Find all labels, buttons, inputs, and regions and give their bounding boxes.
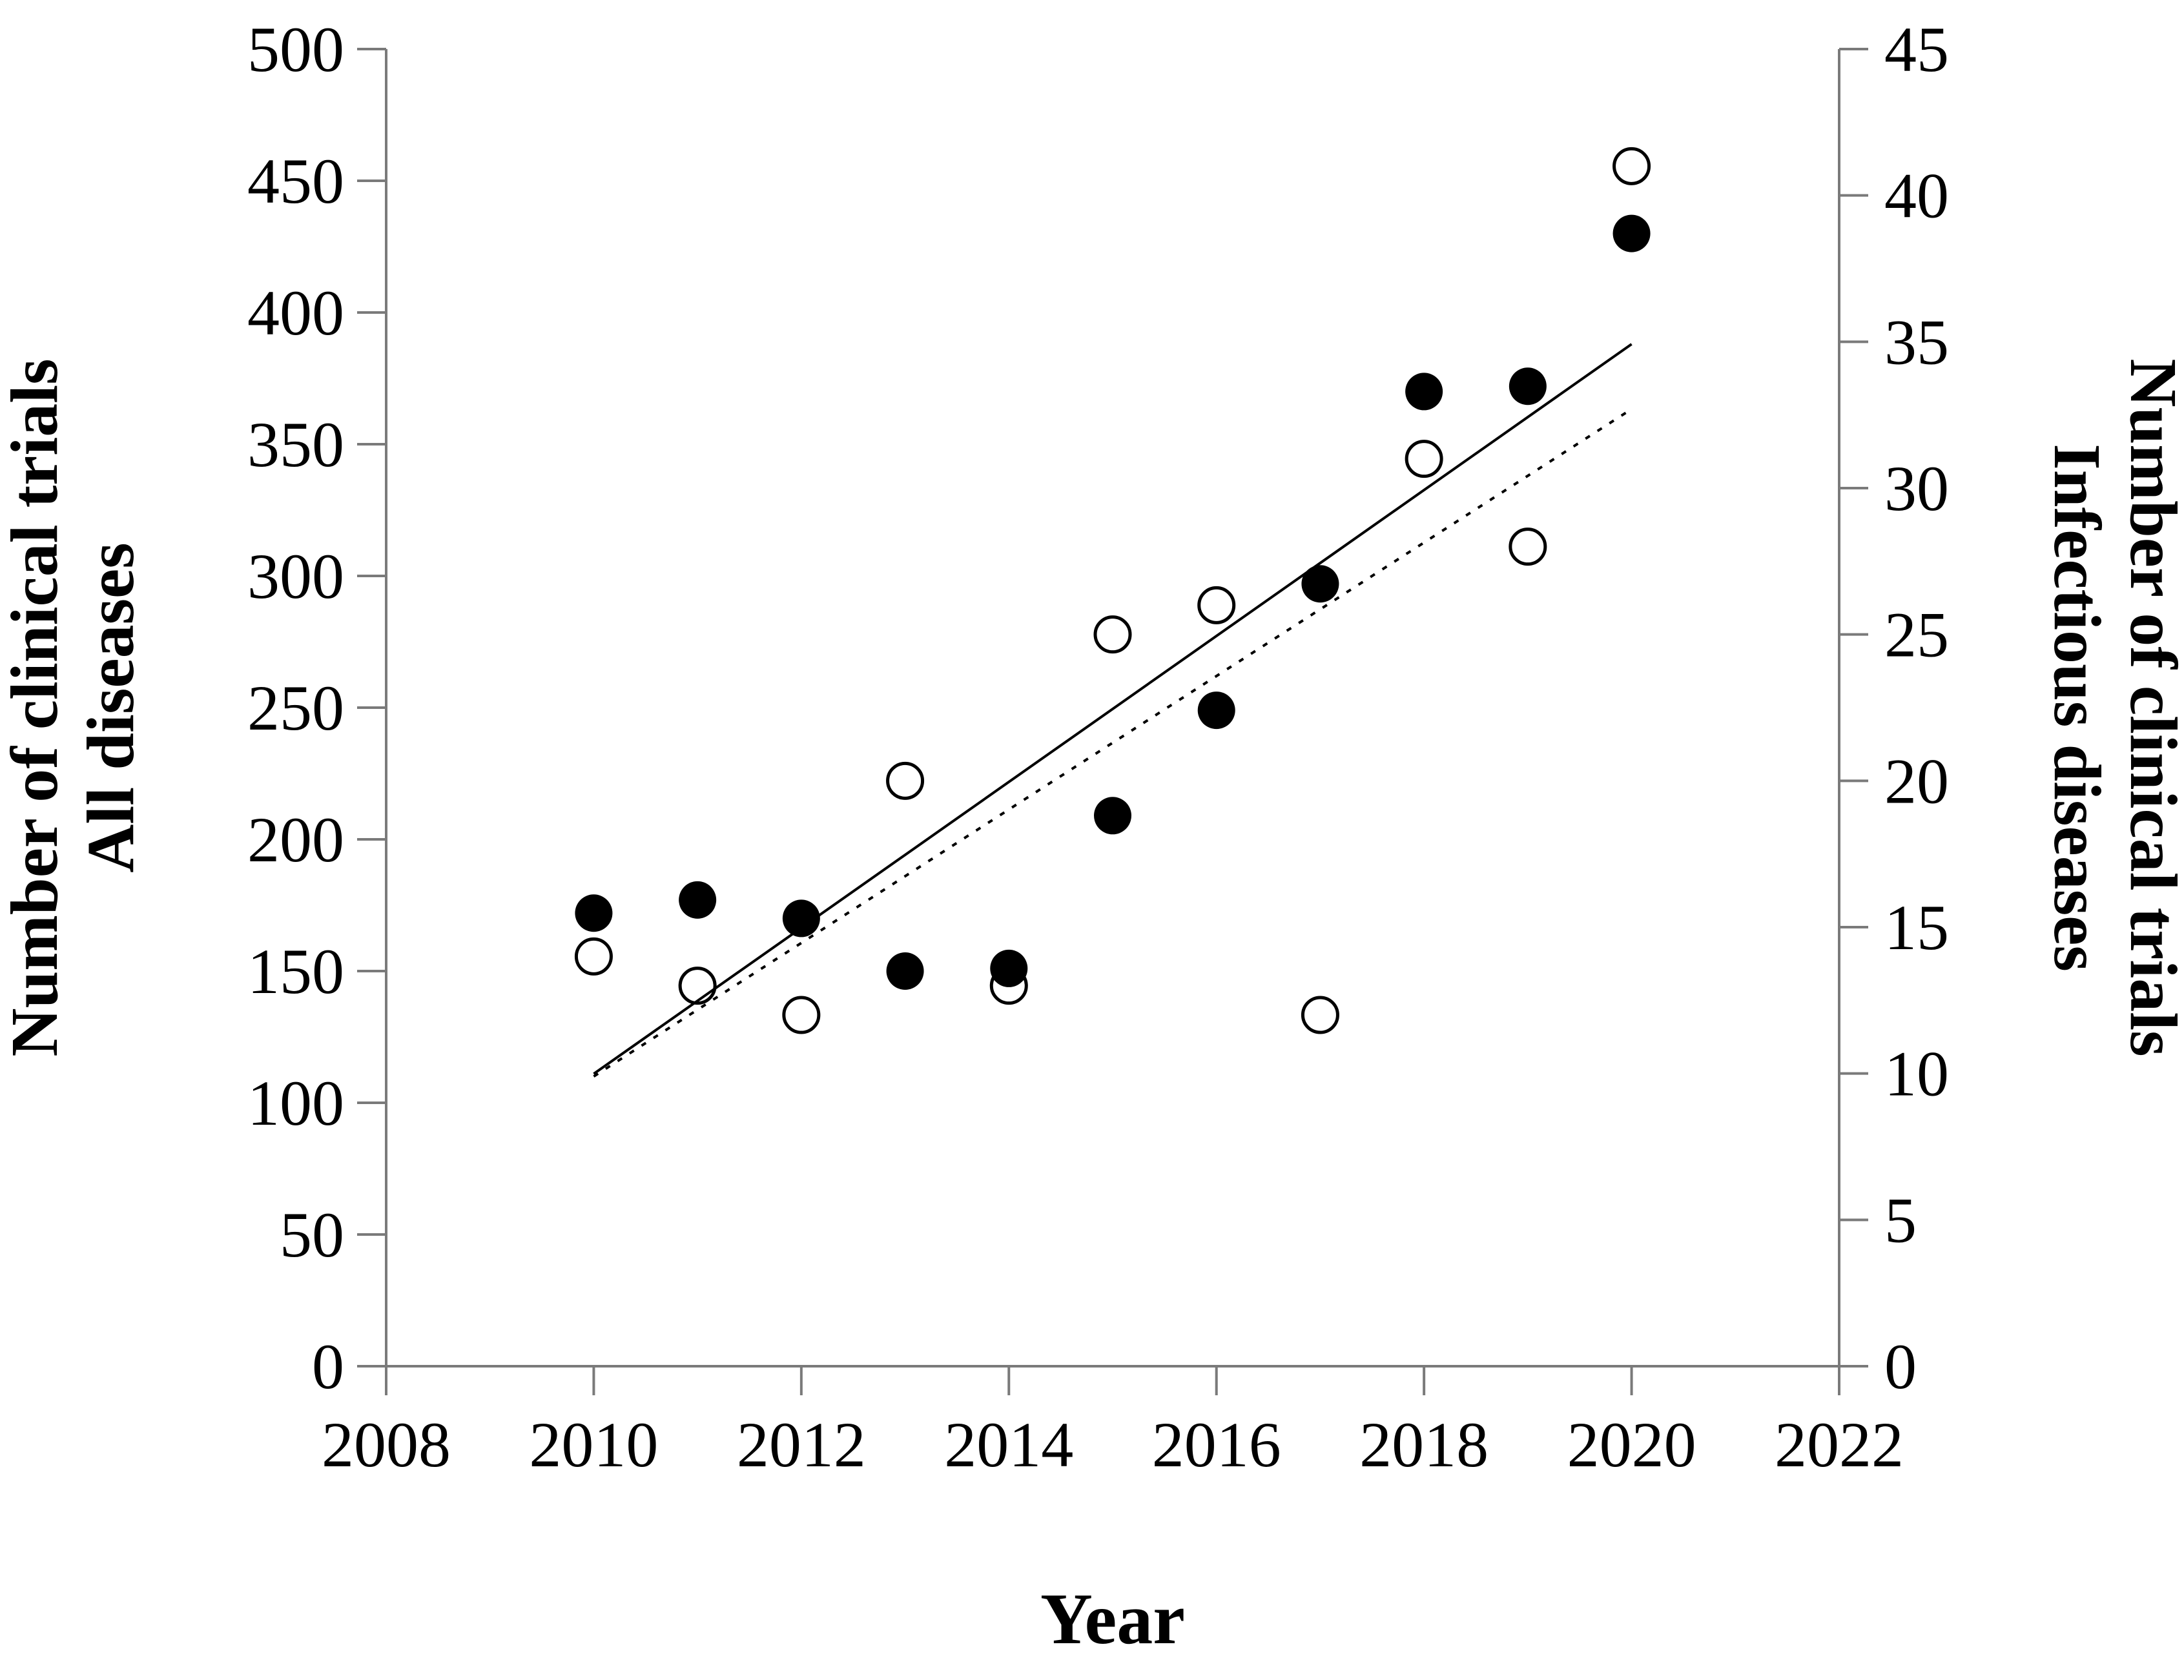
y-axis-right-tick-label: 35 (1884, 306, 1949, 378)
axes-layer: 0 50 100 150 200 250 300 350 400 450 500 0 5 10 15 20 25… (247, 14, 1949, 1480)
data-point-infectious-diseases (1405, 440, 1443, 478)
y-axis-left-tick-label: 100 (247, 1067, 344, 1139)
y-axis-right-tick-label: 45 (1884, 14, 1949, 85)
y-axis-left-tick-label: 0 (312, 1331, 344, 1402)
y-axis-left-tick-label: 150 (247, 936, 344, 1007)
y-axis-left-tick-label: 450 (247, 145, 344, 217)
data-point-infectious-diseases (1301, 996, 1339, 1034)
data-point-infectious-diseases (886, 761, 925, 800)
data-point-all-diseases (1405, 373, 1443, 411)
y-axis-right-tick-label: 25 (1884, 599, 1949, 671)
data-point-all-diseases (886, 952, 924, 990)
right-axis-title-line1: Number of clinical trials (2116, 358, 2184, 1056)
data-point-all-diseases (1197, 691, 1235, 730)
left-axis-title-line1: Number of clinical trials (0, 358, 72, 1056)
y-axis-left-tick-label: 300 (247, 540, 344, 612)
infectious-diseases-points-layer (574, 147, 1651, 1034)
y-axis-left-tick-label: 50 (280, 1199, 344, 1271)
x-axis-tick-label: 2020 (1567, 1409, 1696, 1480)
x-axis-title: Year (1040, 1579, 1185, 1659)
data-point-all-diseases (1509, 367, 1547, 405)
x-axis-tick-label: 2016 (1152, 1409, 1281, 1480)
data-point-all-diseases (782, 899, 820, 937)
data-point-infectious-diseases (678, 967, 717, 1005)
x-axis-tick-label: 2012 (737, 1409, 866, 1480)
data-point-infectious-diseases (574, 937, 613, 976)
y-axis-left-tick-label: 400 (247, 277, 344, 349)
data-point-infectious-diseases (1612, 147, 1651, 185)
x-axis-tick-label: 2018 (1359, 1409, 1489, 1480)
y-axis-left-tick-label: 350 (247, 409, 344, 480)
data-point-all-diseases (575, 894, 613, 932)
x-axis-tick-label: 2022 (1775, 1409, 1904, 1480)
data-point-infectious-diseases (782, 996, 821, 1034)
data-point-all-diseases (1612, 214, 1651, 252)
x-axis-tick-label: 2008 (322, 1409, 451, 1480)
axis-titles: Number of clinical trials All diseases N… (0, 358, 2184, 1659)
y-axis-right-tick-label: 10 (1884, 1038, 1949, 1110)
data-point-infectious-diseases (1509, 528, 1547, 566)
y-axis-left-tick-label: 250 (247, 672, 344, 744)
right-axis-title-line2: Infectious diseases (2040, 444, 2114, 972)
y-axis-right-tick-label: 15 (1884, 892, 1949, 963)
data-point-all-diseases (679, 881, 717, 919)
left-axis-title-line2: All diseases (74, 542, 148, 872)
trend-lines-layer (593, 343, 1633, 1078)
y-axis-left-tick-label: 500 (247, 14, 344, 85)
all-diseases-points-layer (575, 214, 1651, 990)
data-point-infectious-diseases (1197, 586, 1236, 624)
x-axis-tick-label: 2014 (944, 1409, 1073, 1480)
y-axis-left-tick-label: 200 (247, 804, 344, 876)
y-axis-right-tick-label: 5 (1884, 1184, 1917, 1256)
data-point-all-diseases (1301, 565, 1339, 603)
y-axis-right-tick-label: 0 (1884, 1331, 1917, 1402)
y-axis-right-tick-label: 30 (1884, 453, 1949, 524)
data-point-infectious-diseases (1093, 615, 1132, 654)
data-point-all-diseases (990, 949, 1028, 987)
trend-line-all-diseases-solid (593, 343, 1633, 1075)
x-axis-tick-label: 2010 (529, 1409, 658, 1480)
data-point-all-diseases (1094, 797, 1131, 835)
y-axis-right-tick-label: 40 (1884, 160, 1949, 232)
y-axis-right-tick-label: 20 (1884, 745, 1949, 817)
